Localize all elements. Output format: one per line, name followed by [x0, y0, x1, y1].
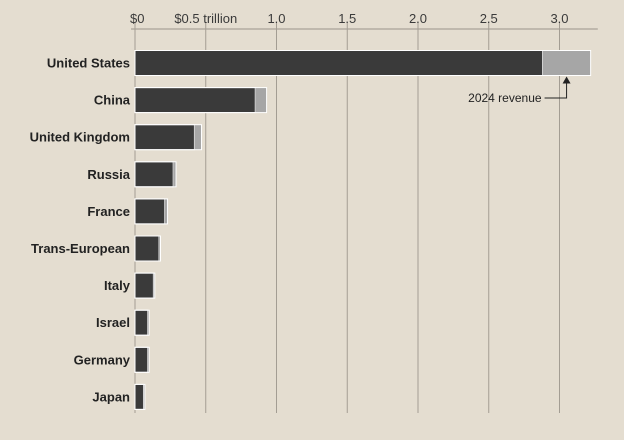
bar-outline [134, 383, 146, 410]
bars [134, 50, 592, 410]
x-tick-label: $0 [130, 11, 144, 26]
bar-base [134, 383, 144, 410]
bar-base [134, 124, 195, 151]
category-label: Germany [74, 352, 131, 367]
bar-base [134, 198, 166, 225]
bar-2024-revenue [143, 384, 145, 410]
bar-2024-revenue [255, 87, 267, 113]
bar-2024-revenue [159, 236, 161, 261]
category-label: Italy [104, 278, 131, 293]
bar-outline [134, 235, 161, 262]
bar-2024-revenue [164, 198, 168, 224]
bar-base [134, 87, 256, 114]
x-tick-label: 3.0 [550, 11, 568, 26]
grid-layer [131, 23, 598, 413]
category-label: Israel [96, 315, 130, 330]
category-label: China [94, 93, 131, 108]
bar-outline [134, 198, 169, 225]
bar-outline [134, 124, 203, 151]
category-label: Japan [92, 389, 130, 404]
x-axis-ticks: $0 $0.5 trillion 1.0 1.5 2.0 2.5 3.0 [130, 11, 569, 26]
bar-base [134, 161, 174, 188]
x-tick-label: 2.5 [480, 11, 498, 26]
bar-2024-revenue [542, 50, 591, 76]
x-tick-label: 2.0 [409, 11, 427, 26]
bar-2024-revenue [194, 124, 202, 150]
bar-2024-revenue [147, 347, 150, 373]
category-label: Trans-European [31, 241, 130, 256]
category-label: Russia [87, 167, 130, 182]
annotation-arrowhead [562, 76, 571, 84]
bar-base [134, 50, 544, 76]
category-label: France [87, 204, 130, 219]
category-label: United States [47, 56, 130, 71]
x-tick-label: 1.0 [267, 11, 285, 26]
x-tick-label: 1.5 [338, 11, 356, 26]
bar-base [134, 272, 154, 299]
bar-outline [134, 346, 150, 373]
bar-outline [134, 87, 268, 114]
category-label: United Kingdom [30, 130, 130, 145]
bar-outline [134, 50, 592, 76]
bar-2024-revenue [147, 310, 150, 336]
x-tick-label: $0.5 trillion [174, 11, 237, 26]
bar-outline [134, 309, 150, 336]
bar-base [134, 309, 149, 336]
annotation-label: 2024 revenue [468, 91, 542, 105]
bar-base [134, 346, 149, 373]
bar-outline [134, 161, 177, 188]
bar-outline [134, 272, 156, 299]
category-labels: United States China United Kingdom Russia Fr… [30, 56, 131, 405]
annotation-leader-line [544, 82, 568, 99]
bar-base [134, 235, 160, 262]
bar-2024-revenue [153, 273, 155, 299]
bar-2024-revenue [173, 161, 177, 187]
annotation: 2024 revenue [468, 76, 571, 105]
